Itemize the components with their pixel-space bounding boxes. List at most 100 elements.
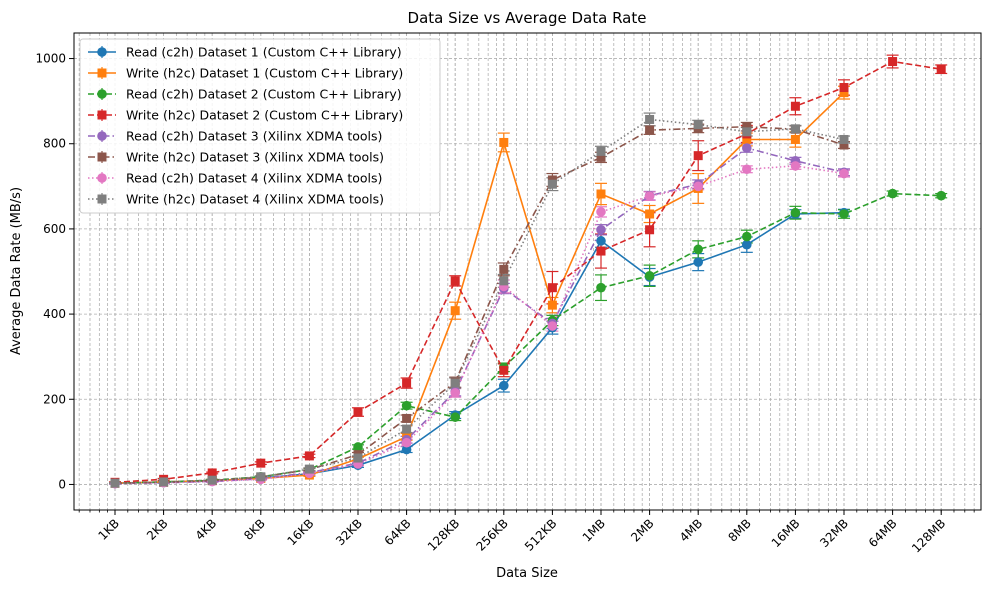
data-point [742, 231, 752, 242]
data-point [936, 190, 946, 201]
x-tick-label: 4MB [677, 516, 705, 544]
data-point [742, 122, 752, 132]
series-line-4 [114, 60, 942, 484]
data-point [207, 475, 217, 485]
data-point [596, 224, 606, 235]
y-tick-label: 1000 [35, 52, 66, 66]
legend: Read (c2h) Dataset 1 (Custom C++ Library… [79, 38, 441, 214]
y-axis-ticks: 0 200 400 600 800 1000 [35, 52, 74, 491]
data-point [645, 125, 655, 135]
data-point [644, 270, 655, 281]
legend-marker [97, 173, 107, 183]
data-point [256, 472, 266, 482]
data-point [450, 276, 460, 286]
data-point [596, 146, 606, 156]
data-point [499, 264, 509, 274]
data-point [304, 464, 314, 474]
y-tick-label: 800 [43, 137, 66, 151]
x-tick-label: 2KB [144, 516, 171, 543]
data-point [645, 209, 655, 219]
data-point [401, 444, 412, 455]
data-point [499, 276, 509, 286]
data-point [742, 164, 752, 175]
legend-label: Read (c2h) Dataset 2 (Custom C++ Library… [126, 87, 402, 102]
data-point [304, 451, 314, 461]
legend-label: Read (c2h) Dataset 1 (Custom C++ Library… [126, 45, 402, 60]
x-tick-label: 32KB [333, 516, 365, 548]
data-point [887, 188, 898, 199]
x-tick-label: 8KB [241, 516, 268, 543]
series-line-7 [114, 165, 845, 485]
grid [74, 33, 981, 510]
series-line-3 [114, 192, 942, 484]
data-point [596, 189, 606, 199]
data-point [353, 453, 363, 463]
data-point [936, 64, 946, 74]
x-tick-label: 16KB [284, 516, 316, 548]
legend-box [79, 38, 441, 214]
x-tick-label: 64KB [382, 516, 414, 548]
legend-marker [97, 89, 107, 99]
x-tick-label: 1KB [95, 516, 122, 543]
legend-marker [97, 68, 107, 78]
x-tick-label: 128KB [425, 516, 462, 553]
data-point [499, 137, 509, 147]
data-point [596, 282, 606, 293]
legend-marker [97, 47, 107, 57]
data-point [790, 134, 800, 144]
legend-marker [97, 110, 107, 120]
data-point [645, 225, 655, 235]
data-point [742, 134, 752, 144]
data-point [110, 478, 120, 488]
x-tick-label: 16MB [769, 516, 803, 550]
series-line-8 [114, 118, 845, 484]
data-point [596, 236, 606, 246]
data-point [450, 306, 460, 316]
data-point [402, 413, 412, 423]
data-point [839, 134, 849, 144]
data-point [693, 181, 703, 192]
data-point [790, 207, 801, 218]
data-point [693, 244, 703, 255]
data-point [644, 191, 655, 201]
y-tick-label: 600 [43, 222, 66, 236]
data-point [256, 458, 266, 468]
data-point [790, 101, 800, 111]
data-point [547, 300, 557, 310]
y-tick-label: 400 [43, 307, 66, 321]
legend-marker [97, 131, 107, 141]
data-point [547, 283, 557, 293]
series-line-1 [114, 211, 845, 484]
series-markers [110, 57, 946, 489]
data-point [402, 424, 412, 434]
series-line-6 [114, 125, 845, 484]
data-point [450, 378, 460, 388]
data-point [839, 140, 849, 150]
data-point [207, 468, 217, 478]
data-point [645, 114, 655, 124]
x-axis-label: Data Size [496, 566, 558, 581]
data-point [693, 151, 703, 161]
x-tick-label: 2MB [628, 516, 656, 544]
x-tick-label: 4KB [193, 516, 220, 543]
data-point [888, 57, 898, 67]
legend-label: Read (c2h) Dataset 4 (Xilinx XDMA tools) [126, 171, 382, 186]
legend-marker [97, 152, 107, 162]
data-point [596, 246, 606, 256]
x-tick-label: 64MB [866, 516, 900, 550]
data-point [839, 88, 849, 98]
data-point [353, 442, 363, 452]
x-tick-label: 8MB [725, 516, 753, 544]
y-tick-label: 0 [58, 477, 66, 491]
data-point [450, 412, 461, 422]
x-tick-label: 256KB [473, 516, 510, 553]
data-point [547, 179, 557, 189]
x-tick-label: 1MB [580, 516, 608, 544]
data-point [353, 407, 363, 417]
data-point [402, 378, 412, 388]
data-point [742, 127, 752, 137]
legend-label: Write (h2c) Dataset 2 (Custom C++ Librar… [126, 108, 403, 123]
legend-label: Read (c2h) Dataset 3 (Xilinx XDMA tools) [126, 129, 382, 144]
legend-label: Write (h2c) Dataset 3 (Xilinx XDMA tools… [126, 150, 384, 165]
